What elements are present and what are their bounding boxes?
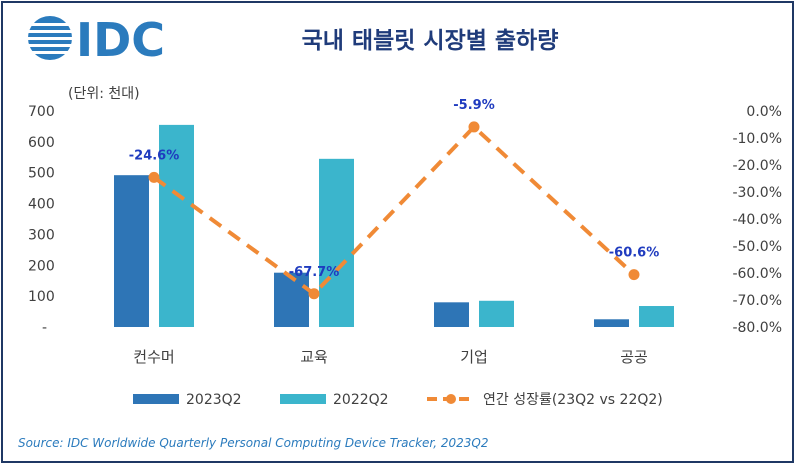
- right-tick-label: -20.0%: [732, 158, 782, 174]
- data-labels: -24.6% -67.7% -5.9% -60.6%: [129, 98, 660, 280]
- left-tick-label: 200: [28, 258, 55, 274]
- growth-point-3: [628, 269, 640, 281]
- chart-title: 국내 태블릿 시장별 출하량: [302, 28, 559, 54]
- right-tick-label: -40.0%: [732, 212, 782, 228]
- left-tick-label: 300: [28, 227, 55, 243]
- bar-2023q2-1: [274, 272, 309, 327]
- category-label: 교육: [300, 348, 328, 366]
- source-note: Source: IDC Worldwide Quarterly Personal…: [18, 436, 488, 450]
- bar-2023q2-3: [594, 319, 629, 327]
- legend-marker-growth: [446, 394, 456, 404]
- growth-data-label: -5.9%: [453, 98, 494, 113]
- growth-data-label: -24.6%: [129, 148, 180, 163]
- right-tick-label: -30.0%: [732, 185, 782, 201]
- growth-point-1: [308, 288, 320, 300]
- legend-label-2023q2: 2023Q2: [186, 392, 242, 408]
- bar-2023q2-2: [434, 302, 469, 327]
- right-tick-label: -80.0%: [732, 320, 782, 336]
- left-tick-label: -: [42, 320, 47, 336]
- category-label: 컨수머: [133, 348, 174, 366]
- logo-text: IDC: [76, 13, 165, 67]
- idc-logo: IDC: [26, 13, 165, 67]
- bar-2022q2-2: [479, 300, 514, 327]
- left-tick-label: 700: [28, 104, 55, 120]
- growth-point-0: [148, 171, 160, 183]
- legend-label-growth: 연간 성장률(23Q2 vs 22Q2): [483, 392, 663, 408]
- left-tick-label: 500: [28, 166, 55, 182]
- growth-data-label: -60.6%: [609, 246, 660, 261]
- growth-point-2: [468, 121, 480, 133]
- left-tick-label: 400: [28, 197, 55, 213]
- category-labels: 컨수머 교육 기업 공공: [133, 348, 648, 366]
- unit-label: (단위: 천대): [68, 86, 140, 102]
- legend: 2023Q2 2022Q2 연간 성장률(23Q2 vs 22Q2): [133, 392, 663, 408]
- bar-2022q2-3: [639, 306, 674, 327]
- bar-2022q2-1: [319, 158, 354, 327]
- bar-2022q2-0: [159, 124, 194, 327]
- left-axis: - 100 200 300 400 500 600 700: [28, 104, 55, 336]
- growth-data-label: -67.7%: [289, 265, 340, 280]
- growth-line: [148, 121, 640, 300]
- right-tick-label: -70.0%: [732, 293, 782, 309]
- left-tick-label: 600: [28, 135, 55, 151]
- right-tick-label: 0.0%: [746, 104, 782, 120]
- category-label: 기업: [460, 348, 488, 366]
- legend-swatch-2023q2: [133, 394, 179, 404]
- globe-icon: [26, 16, 74, 60]
- bars: [114, 124, 674, 327]
- legend-label-2022q2: 2022Q2: [333, 392, 389, 408]
- growth-line-path: [152, 124, 636, 296]
- bar-2023q2-0: [114, 175, 149, 327]
- category-label: 공공: [620, 348, 648, 366]
- right-tick-label: -50.0%: [732, 239, 782, 255]
- right-tick-label: -10.0%: [732, 131, 782, 147]
- right-axis: 0.0% -10.0% -20.0% -30.0% -40.0% -50.0% -60.0%…: [732, 104, 782, 336]
- right-tick-label: -60.0%: [732, 266, 782, 282]
- left-tick-label: 100: [28, 289, 55, 305]
- legend-swatch-2022q2: [280, 394, 326, 404]
